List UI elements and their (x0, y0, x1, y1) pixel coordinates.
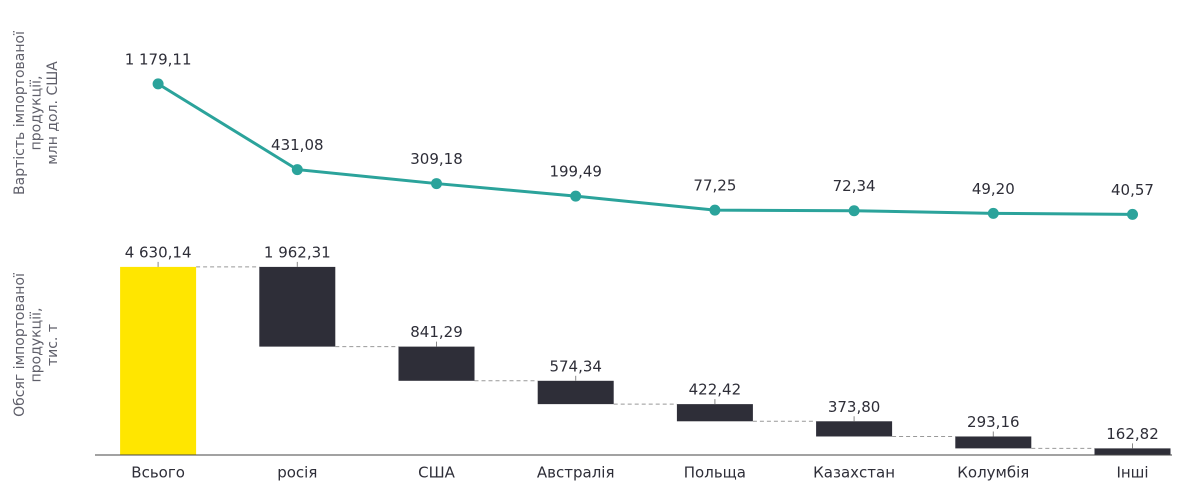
point (570, 190, 582, 202)
point (291, 164, 303, 176)
data-label: 199,49 (549, 163, 602, 181)
x-tick-label: Казахстан (813, 464, 895, 482)
data-label: 4 630,14 (125, 243, 192, 261)
data-label: 574,34 (549, 357, 602, 375)
bar (676, 404, 753, 422)
data-label: 841,29 (410, 323, 463, 341)
bar (398, 346, 475, 381)
x-tick-label: Польща (684, 464, 746, 482)
y-axis-label: тис. т (45, 324, 61, 366)
point (709, 204, 721, 216)
x-tick-label: росія (277, 464, 317, 482)
x-tick-label: Австралія (537, 464, 615, 482)
y-axis-label: продукції, (29, 76, 45, 151)
data-label: 77,25 (693, 177, 736, 195)
line (157, 82, 1133, 216)
data-label: 49,20 (972, 180, 1015, 198)
bar (537, 380, 614, 405)
point (848, 205, 860, 217)
bar (1094, 448, 1171, 455)
x-tick-label: Всього (131, 464, 185, 482)
data-label: 293,16 (967, 413, 1020, 431)
data-label: 1 962,31 (264, 243, 331, 261)
x-tick-label: Інші (1116, 464, 1148, 482)
x-tick-label: Колумбія (957, 464, 1029, 482)
data-label: 162,82 (1106, 425, 1159, 443)
point (1127, 208, 1138, 220)
data-label: 373,80 (828, 398, 881, 416)
bar (120, 266, 197, 455)
point (987, 207, 999, 219)
data-label: 1 179,11 (125, 50, 192, 68)
bar (259, 266, 336, 347)
bar (955, 436, 1032, 449)
point (152, 78, 164, 90)
data-label: 422,42 (689, 381, 742, 399)
bar (816, 421, 893, 437)
point (431, 178, 442, 190)
data-label: 72,34 (833, 177, 876, 195)
y-axis-label: продукції, (29, 308, 45, 383)
data-label: 431,08 (271, 136, 324, 154)
x-tick-label: США (418, 464, 456, 482)
y-axis-label: млн дол. США (45, 61, 61, 165)
data-label: 309,18 (410, 150, 463, 168)
data-label: 40,57 (1111, 181, 1154, 199)
y-axis-label: Вартість імпортованої (12, 31, 28, 195)
y-axis-label: Обсяг імпортованої (12, 273, 28, 417)
